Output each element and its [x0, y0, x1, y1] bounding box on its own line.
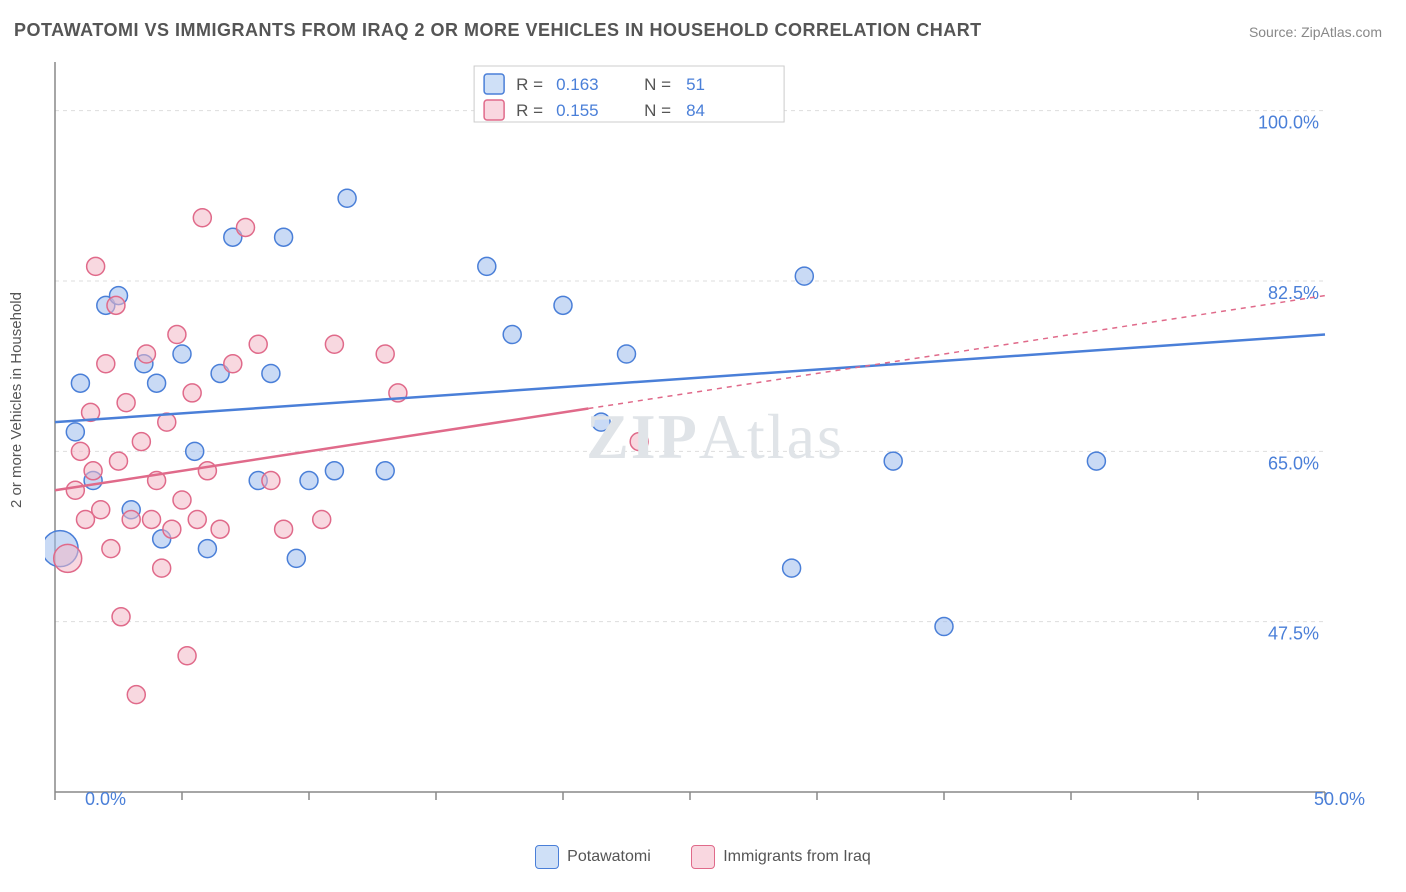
svg-text:N =: N =	[644, 101, 671, 120]
scatter-chart: 47.5%65.0%82.5%100.0%R =0.163N = 51R =0.…	[45, 52, 1385, 822]
legend-swatch-iraq	[691, 845, 715, 869]
svg-text:0.163: 0.163	[556, 75, 599, 94]
svg-text:N =: N =	[644, 75, 671, 94]
svg-text:84: 84	[686, 101, 705, 120]
svg-text:R =: R =	[516, 75, 543, 94]
svg-text:51: 51	[686, 75, 705, 94]
legend-swatch-potawatomi	[535, 845, 559, 869]
legend-item-potawatomi: Potawatomi	[535, 845, 651, 869]
source-label: Source: ZipAtlas.com	[1249, 24, 1382, 40]
chart-title: POTAWATOMI VS IMMIGRANTS FROM IRAQ 2 OR …	[14, 20, 982, 41]
svg-text:65.0%: 65.0%	[1268, 453, 1319, 473]
legend-label-potawatomi: Potawatomi	[567, 848, 651, 866]
legend-label-iraq: Immigrants from Iraq	[723, 848, 871, 866]
bottom-legend: Potawatomi Immigrants from Iraq	[0, 845, 1406, 874]
svg-text:100.0%: 100.0%	[1258, 113, 1319, 133]
y-axis-label: 2 or more Vehicles in Household	[8, 292, 25, 508]
chart-container: 47.5%65.0%82.5%100.0%R =0.163N = 51R =0.…	[45, 52, 1385, 822]
svg-text:0.155: 0.155	[556, 101, 599, 120]
legend-item-iraq: Immigrants from Iraq	[691, 845, 871, 869]
svg-text:R =: R =	[516, 101, 543, 120]
svg-text:47.5%: 47.5%	[1268, 624, 1319, 644]
x-axis-tick-label-min: 0.0%	[85, 789, 126, 810]
x-axis-tick-label-max: 50.0%	[1314, 789, 1365, 810]
